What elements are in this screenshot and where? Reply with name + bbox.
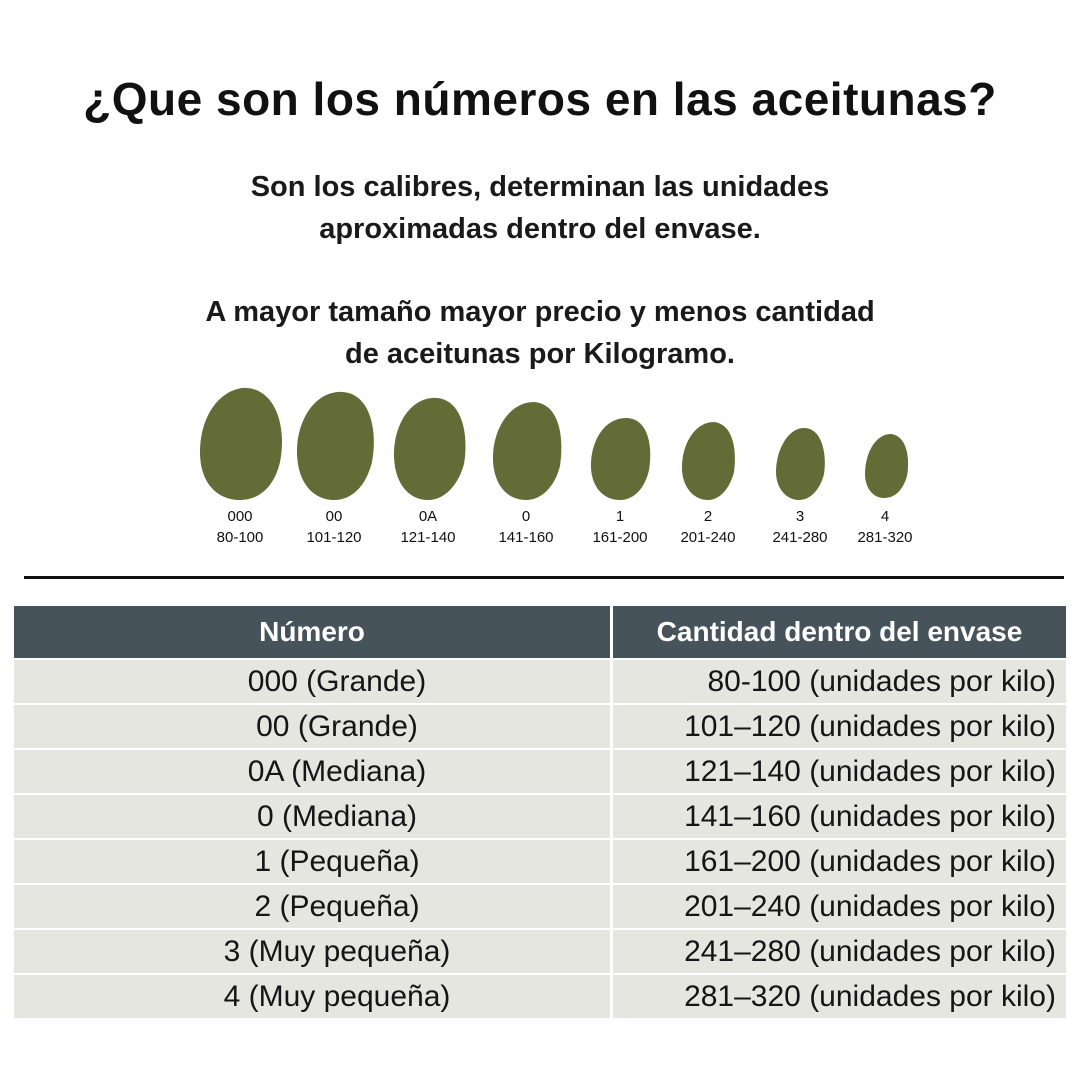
- cell-cantidad: 161–200 (unidades por kilo): [684, 845, 1056, 878]
- olive-icon: [200, 387, 283, 500]
- table-row: 1 (Pequeña) 161–200 (unidades por kilo): [14, 838, 1066, 883]
- cell-numero: 000 (Grande): [247, 665, 427, 698]
- table-row: 00 (Grande) 101–120 (unidades por kilo): [14, 703, 1066, 748]
- cell-cantidad: 121–140 (unidades por kilo): [684, 755, 1056, 788]
- olive-icon: [681, 422, 735, 500]
- intro-paragraph-precio: A mayor tamaño mayor precio y menos cant…: [0, 291, 1080, 375]
- olive-calibre-code: 000: [227, 508, 253, 525]
- cell-numero: 00 (Grande): [256, 710, 418, 743]
- olive-calibre-code: 1: [615, 508, 625, 525]
- olive-calibre-code: 0: [521, 508, 531, 525]
- column-separator: [610, 750, 613, 793]
- olive-item-000: 000 80-100: [190, 380, 290, 555]
- olive-icon: [492, 402, 562, 500]
- column-separator: [610, 705, 613, 748]
- column-header-numero: Número: [259, 616, 365, 647]
- column-header-cantidad: Cantidad dentro del envase: [656, 616, 1023, 647]
- olive-icon: [296, 391, 374, 500]
- intro-line: aproximadas dentro del envase.: [319, 213, 761, 245]
- olive-item-0A: 0A 121-140: [378, 380, 478, 555]
- olive-calibre-code: 00: [325, 508, 343, 525]
- olive-item-1: 1 161-200: [570, 380, 670, 555]
- olive-calibre-code: 0A: [418, 508, 438, 525]
- table-row: 2 (Pequeña) 201–240 (unidades por kilo): [14, 883, 1066, 928]
- olive-item-3: 3 241-280: [750, 380, 850, 555]
- olive-icon: [865, 434, 909, 498]
- olive-unit-range: 161-200: [592, 529, 648, 546]
- column-separator: [610, 606, 613, 658]
- cell-numero: 2 (Pequeña): [254, 890, 420, 923]
- olive-calibre-code: 4: [880, 508, 890, 525]
- cell-cantidad: 141–160 (unidades por kilo): [684, 800, 1056, 833]
- olive-unit-range: 281-320: [857, 529, 913, 546]
- olive-calibre-code: 2: [703, 508, 713, 525]
- olive-icon: [590, 418, 651, 500]
- olive-unit-range: 101-120: [306, 529, 362, 546]
- cell-cantidad: 241–280 (unidades por kilo): [684, 935, 1056, 968]
- olive-icon: [393, 397, 466, 500]
- cell-cantidad: 80-100 (unidades por kilo): [707, 665, 1056, 698]
- table-row: 3 (Muy pequeña) 241–280 (unidades por ki…: [14, 928, 1066, 973]
- cell-numero: 1 (Pequeña): [254, 845, 420, 878]
- olive-unit-range: 201-240: [680, 529, 736, 546]
- column-separator: [610, 885, 613, 928]
- cell-cantidad: 281–320 (unidades por kilo): [684, 980, 1056, 1013]
- intro-line: Son los calibres, determinan las unidade…: [250, 171, 830, 203]
- table-row: 000 (Grande) 80-100 (unidades por kilo): [14, 658, 1066, 703]
- column-separator: [610, 660, 613, 703]
- olive-unit-range: 241-280: [772, 529, 828, 546]
- table-row: 0A (Mediana) 121–140 (unidades por kilo): [14, 748, 1066, 793]
- column-separator: [610, 840, 613, 883]
- table-row: 4 (Muy pequeña) 281–320 (unidades por ki…: [14, 973, 1066, 1018]
- olive-unit-range: 121-140: [400, 529, 456, 546]
- column-separator: [610, 795, 613, 838]
- olive-item-0: 0 141-160: [476, 380, 576, 555]
- olive-item-4: 4 281-320: [835, 380, 935, 555]
- table-header: Número Cantidad dentro del envase: [14, 606, 1066, 658]
- olive-calibre-code: 3: [795, 508, 805, 525]
- cell-cantidad: 101–120 (unidades por kilo): [684, 710, 1056, 743]
- calibre-table: Número Cantidad dentro del envase 000 (G…: [14, 606, 1066, 1018]
- table-row: 0 (Mediana) 141–160 (unidades por kilo): [14, 793, 1066, 838]
- olive-item-00: 00 101-120: [284, 380, 384, 555]
- section-divider: [24, 576, 1064, 579]
- page-title: ¿Que son los números en las aceitunas?: [83, 73, 997, 125]
- column-separator: [610, 975, 613, 1018]
- olive-size-strip: 000 80-100 00 101-120 0A 121-140 0 141-1…: [190, 380, 930, 555]
- cell-numero: 4 (Muy pequeña): [223, 980, 451, 1013]
- cell-numero: 0A (Mediana): [247, 755, 427, 788]
- olive-icon: [776, 428, 825, 500]
- olive-item-2: 2 201-240: [658, 380, 758, 555]
- intro-line: de aceitunas por Kilogramo.: [345, 338, 735, 370]
- column-separator: [610, 930, 613, 973]
- intro-paragraph-calibres: Son los calibres, determinan las unidade…: [0, 166, 1080, 250]
- intro-line: A mayor tamaño mayor precio y menos cant…: [205, 296, 875, 328]
- cell-numero: 0 (Mediana): [256, 800, 418, 833]
- cell-numero: 3 (Muy pequeña): [223, 935, 451, 968]
- olive-unit-range: 141-160: [498, 529, 554, 546]
- olive-unit-range: 80-100: [216, 529, 264, 546]
- cell-cantidad: 201–240 (unidades por kilo): [684, 890, 1056, 923]
